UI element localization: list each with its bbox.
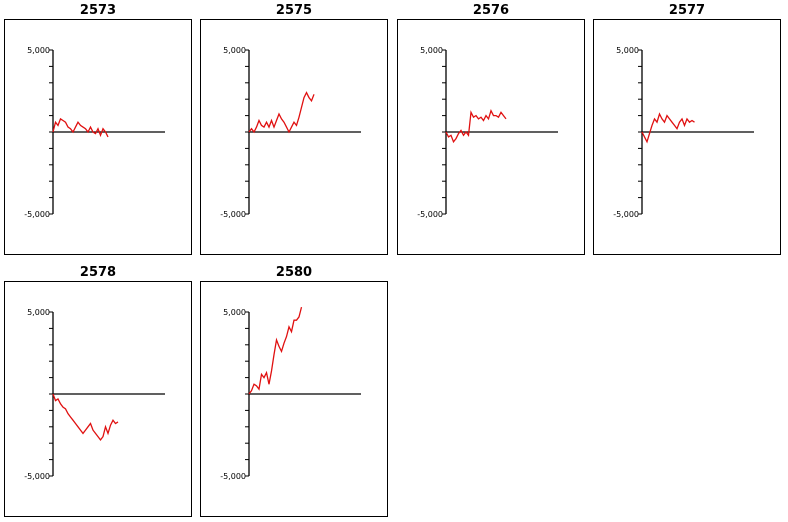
chart-title: 2580 [275, 265, 313, 280]
chart-panel-2576: 2576 5,000 -5,000 [393, 2, 589, 255]
chart-panel-2573: 2573 5,000 -5,000 [0, 2, 196, 255]
plot-frame: 5,000 -5,000 [397, 19, 585, 255]
chart-title: 2578 [79, 265, 117, 280]
y-tick-label: 5,000 [420, 46, 443, 55]
series-line-0 [52, 393, 119, 441]
y-tick-label: -5,000 [24, 472, 50, 481]
plot-frame: 5,000 -5,000 [4, 281, 192, 517]
line-chart: 5,000 -5,000 [220, 306, 361, 481]
y-tick-label: 5,000 [27, 308, 50, 317]
chart-panel-2575: 2575 5,000 -5,000 [196, 2, 392, 255]
y-tick-label: 5,000 [223, 308, 246, 317]
y-tick-label: -5,000 [220, 472, 246, 481]
plot-frame: 5,000 -5,000 [4, 19, 192, 255]
chart-panel-2577: 2577 5,000 -5,000 [589, 2, 785, 255]
chart-panel-2580: 2580 5,000 -5,000 [196, 264, 392, 517]
y-tick-label: 5,000 [616, 46, 639, 55]
plot-frame: 5,000 -5,000 [200, 19, 388, 255]
plot-frame: 5,000 -5,000 [593, 19, 781, 255]
series-line-0 [248, 306, 303, 395]
chart-title: 2575 [275, 3, 313, 18]
y-tick-label: 5,000 [27, 46, 50, 55]
y-tick-label: -5,000 [24, 210, 50, 219]
chart-title: 2577 [668, 3, 706, 18]
y-tick-label: -5,000 [220, 210, 246, 219]
y-tick-label: -5,000 [417, 210, 443, 219]
chart-title: 2573 [79, 3, 117, 18]
series-line-0 [52, 117, 109, 138]
chart-panel-2578: 2578 5,000 -5,000 [0, 264, 196, 517]
line-chart: 5,000 -5,000 [24, 46, 165, 219]
y-tick-label: -5,000 [613, 210, 639, 219]
line-chart: 5,000 -5,000 [417, 46, 558, 219]
series-line-0 [248, 91, 315, 134]
line-chart: 5,000 -5,000 [613, 46, 754, 219]
line-chart: 5,000 -5,000 [220, 46, 361, 219]
chart-title: 2576 [472, 3, 510, 18]
plot-frame: 5,000 -5,000 [200, 281, 388, 517]
series-line-0 [445, 108, 507, 144]
series-line-0 [641, 112, 695, 144]
y-tick-label: 5,000 [223, 46, 246, 55]
line-chart: 5,000 -5,000 [24, 308, 165, 481]
